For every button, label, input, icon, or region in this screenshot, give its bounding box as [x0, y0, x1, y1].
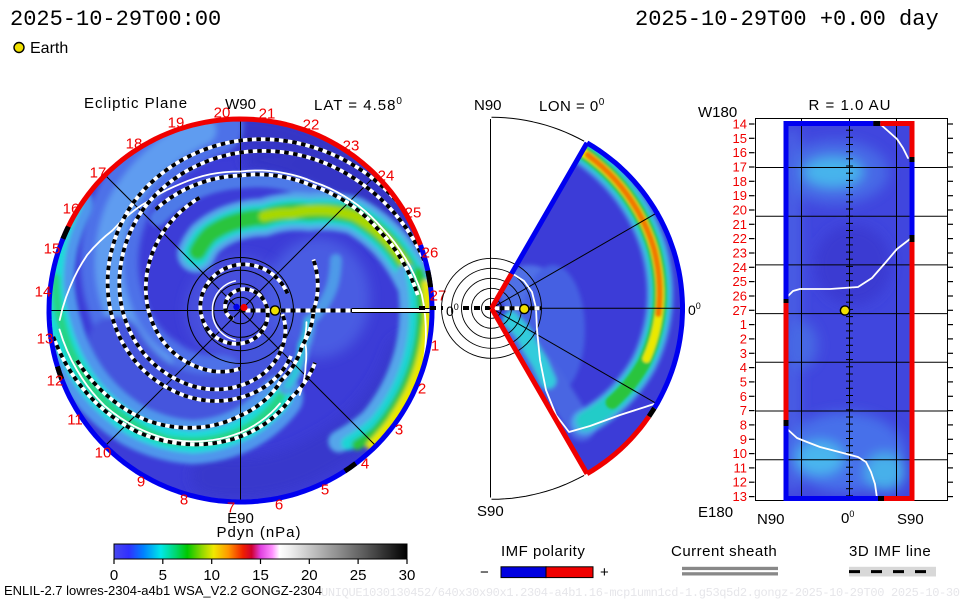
svg-text:25: 25 — [350, 567, 367, 584]
svg-text:UNIQUE1030130452/640x30x90x1.2: UNIQUE1030130452/640x30x90x1.2304-a4b1.1… — [321, 586, 960, 600]
svg-text:2025-10-29T00:00: 2025-10-29T00:00 — [10, 7, 221, 32]
svg-text:4: 4 — [361, 456, 369, 473]
svg-text:Earth: Earth — [30, 40, 68, 57]
svg-text:4: 4 — [740, 360, 747, 375]
svg-text:25: 25 — [405, 205, 422, 222]
svg-text:14: 14 — [35, 284, 52, 301]
svg-text:25: 25 — [733, 274, 747, 289]
svg-text:2: 2 — [740, 331, 747, 346]
svg-text:LAT = 4.580: LAT = 4.580 — [314, 96, 403, 114]
svg-text:23: 23 — [733, 246, 747, 261]
svg-text:6: 6 — [275, 497, 283, 514]
svg-text:16: 16 — [63, 201, 80, 218]
svg-text:E90: E90 — [227, 510, 254, 527]
svg-text:10: 10 — [95, 445, 112, 462]
svg-text:2025-10-29T00 +0.00 day: 2025-10-29T00 +0.00 day — [635, 7, 939, 32]
svg-text:5: 5 — [740, 374, 747, 389]
svg-text:15: 15 — [44, 241, 61, 258]
svg-text:30: 30 — [399, 567, 416, 584]
svg-text:23: 23 — [343, 138, 360, 155]
svg-text:Ecliptic Plane: Ecliptic Plane — [84, 95, 188, 112]
svg-text:12: 12 — [733, 475, 747, 490]
svg-text:3: 3 — [740, 346, 747, 361]
svg-text:24: 24 — [733, 260, 747, 275]
svg-text:Current sheath: Current sheath — [671, 543, 777, 560]
svg-text:21: 21 — [259, 106, 276, 123]
svg-text:5: 5 — [321, 482, 329, 499]
svg-text:N90: N90 — [757, 511, 785, 528]
svg-text:6: 6 — [740, 389, 747, 404]
svg-text:E180: E180 — [698, 504, 733, 521]
svg-text:1: 1 — [431, 338, 439, 355]
svg-text:3D IMF line: 3D IMF line — [849, 543, 931, 560]
svg-text:S90: S90 — [477, 503, 504, 520]
svg-text:21: 21 — [733, 217, 747, 232]
svg-text:7: 7 — [740, 403, 747, 418]
svg-text:N90: N90 — [474, 97, 502, 114]
svg-text:Pdyn (nPa): Pdyn (nPa) — [216, 524, 301, 541]
svg-text:5: 5 — [159, 567, 167, 584]
svg-text:−: − — [480, 564, 489, 581]
svg-text:2: 2 — [418, 381, 426, 398]
svg-text:3: 3 — [395, 422, 403, 439]
svg-text:17: 17 — [90, 165, 107, 182]
svg-text:S90: S90 — [897, 511, 924, 528]
svg-text:24: 24 — [378, 168, 395, 185]
svg-text:14: 14 — [733, 117, 747, 132]
svg-text:11: 11 — [734, 460, 748, 475]
svg-text:18: 18 — [733, 174, 747, 189]
svg-text:R = 1.0 AU: R = 1.0 AU — [809, 97, 892, 114]
svg-text:20: 20 — [214, 105, 231, 122]
svg-text:1: 1 — [740, 317, 747, 332]
svg-text:W90: W90 — [225, 96, 256, 113]
svg-text:10: 10 — [203, 567, 220, 584]
svg-text:7: 7 — [227, 500, 235, 517]
svg-text:LON = 00: LON = 00 — [539, 97, 605, 115]
svg-text:15: 15 — [252, 567, 269, 584]
svg-text:12: 12 — [47, 373, 64, 390]
svg-text:20: 20 — [733, 203, 747, 218]
svg-text:19: 19 — [168, 115, 185, 132]
svg-text:15: 15 — [733, 131, 747, 146]
svg-text:W180: W180 — [698, 104, 737, 121]
svg-text:27: 27 — [430, 288, 447, 305]
svg-text:+: + — [600, 564, 609, 581]
svg-text:18: 18 — [126, 136, 143, 153]
svg-text:13: 13 — [37, 331, 54, 348]
svg-text:IMF polarity: IMF polarity — [501, 543, 585, 560]
svg-text:9: 9 — [137, 474, 145, 491]
svg-text:26: 26 — [733, 289, 747, 304]
svg-text:16: 16 — [733, 145, 747, 160]
svg-text:22: 22 — [733, 231, 747, 246]
svg-text:17: 17 — [733, 160, 747, 175]
svg-text:8: 8 — [180, 492, 188, 509]
svg-text:19: 19 — [733, 188, 747, 203]
svg-text:8: 8 — [740, 417, 747, 432]
svg-text:9: 9 — [740, 432, 747, 447]
svg-text:13: 13 — [733, 489, 747, 504]
svg-text:26: 26 — [422, 245, 439, 262]
svg-text:20: 20 — [301, 567, 318, 584]
svg-text:10: 10 — [733, 446, 747, 461]
svg-text:0: 0 — [110, 567, 118, 584]
svg-text:ENLIL-2.7 lowres-2304-a4b1 WSA: ENLIL-2.7 lowres-2304-a4b1 WSA_V2.2 GONG… — [4, 583, 322, 598]
svg-text:27: 27 — [733, 303, 747, 318]
svg-text:11: 11 — [67, 412, 83, 429]
svg-text:22: 22 — [303, 117, 320, 134]
